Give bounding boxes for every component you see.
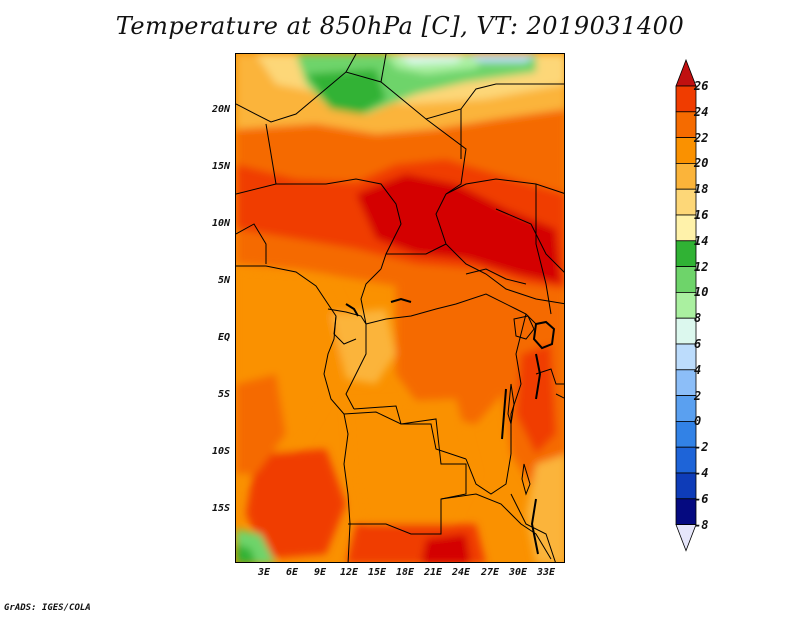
lon-label-27e: 27E bbox=[480, 567, 500, 578]
lon-label-15e: 15E bbox=[367, 567, 387, 578]
colorbar-swatch bbox=[675, 188, 697, 216]
lon-label-12e: 12E bbox=[339, 567, 359, 578]
lon-label-3e: 3E bbox=[257, 567, 271, 578]
lat-label-15s: 15S bbox=[211, 503, 230, 514]
colorbar-tick-label: 16 bbox=[694, 208, 709, 222]
colorbar-tick-label: 2 bbox=[694, 388, 702, 403]
colorbar-swatch bbox=[675, 446, 697, 474]
colorbar-tick-label: 0 bbox=[694, 414, 702, 429]
colorbar-swatch bbox=[675, 291, 697, 319]
field-contours bbox=[236, 54, 564, 562]
colorbar-swatch bbox=[675, 266, 697, 293]
colorbar-tick-label: 12 bbox=[694, 259, 709, 274]
colorbar-swatch bbox=[675, 317, 697, 345]
colorbar-tick-label: 20 bbox=[694, 156, 709, 171]
lon-label-30e: 30E bbox=[508, 567, 528, 578]
colorbar-tick-label: -8 bbox=[694, 517, 709, 532]
colorbar-swatch bbox=[675, 240, 697, 268]
lon-label-24e: 24E bbox=[451, 567, 471, 578]
lon-label-21e: 21E bbox=[423, 567, 443, 578]
colorbar-low-cap bbox=[675, 524, 697, 552]
colorbar-tick-label: 26 bbox=[694, 79, 709, 93]
water-features bbox=[345, 297, 556, 555]
colorbar-tick-label: 10 bbox=[694, 285, 709, 300]
lat-label-5n: 5N bbox=[217, 275, 230, 286]
temperature-field bbox=[236, 54, 564, 562]
colorbar-swatch bbox=[675, 369, 697, 396]
colorbar bbox=[675, 58, 697, 552]
grads-credit: GrADS: IGES/COLA bbox=[4, 603, 91, 613]
colorbar-tick-label: 6 bbox=[694, 337, 702, 351]
colorbar-tick-label: 18 bbox=[694, 182, 709, 197]
colorbar-tick-label: -4 bbox=[694, 466, 709, 480]
lat-label-5s: 5S bbox=[217, 389, 230, 400]
lon-label-6e: 6E bbox=[285, 567, 299, 578]
lat-label-eq: EQ bbox=[217, 332, 230, 343]
lon-label-18e: 18E bbox=[395, 567, 415, 578]
colorbar-swatch bbox=[675, 137, 697, 164]
colorbar-swatch bbox=[675, 163, 697, 190]
colorbar-high-cap bbox=[675, 58, 697, 87]
colorbar-swatch bbox=[675, 472, 697, 500]
colorbar-swatch bbox=[675, 395, 697, 422]
lat-label-20n: 20N bbox=[211, 104, 230, 115]
colorbar-swatch bbox=[675, 111, 697, 138]
colorbar-tick-label: 4 bbox=[694, 362, 702, 377]
lon-label-9e: 9E bbox=[313, 567, 327, 578]
colorbar-tick-label: 22 bbox=[694, 130, 709, 145]
colorbar-swatch bbox=[675, 343, 697, 371]
colorbar-swatch bbox=[675, 420, 697, 448]
colorbar-tick-label: 14 bbox=[694, 233, 709, 248]
lat-label-15n: 15N bbox=[211, 161, 230, 172]
lat-label-10s: 10S bbox=[211, 446, 230, 457]
colorbar-tick-label: -6 bbox=[694, 491, 709, 506]
temperature-map bbox=[235, 53, 565, 563]
colorbar-swatch bbox=[675, 214, 697, 242]
colorbar-tick-label: 24 bbox=[694, 104, 709, 119]
map-borders bbox=[236, 54, 564, 562]
lat-label-10n: 10N bbox=[211, 218, 230, 229]
chart-title: Temperature at 850hPa [C], VT: 201903140… bbox=[115, 12, 685, 40]
colorbar-tick-label: -2 bbox=[694, 440, 709, 455]
lon-label-33e: 33E bbox=[536, 567, 556, 578]
colorbar-swatch bbox=[675, 498, 697, 525]
colorbar-swatch bbox=[675, 85, 697, 113]
colorbar-tick-label: 8 bbox=[694, 311, 702, 326]
